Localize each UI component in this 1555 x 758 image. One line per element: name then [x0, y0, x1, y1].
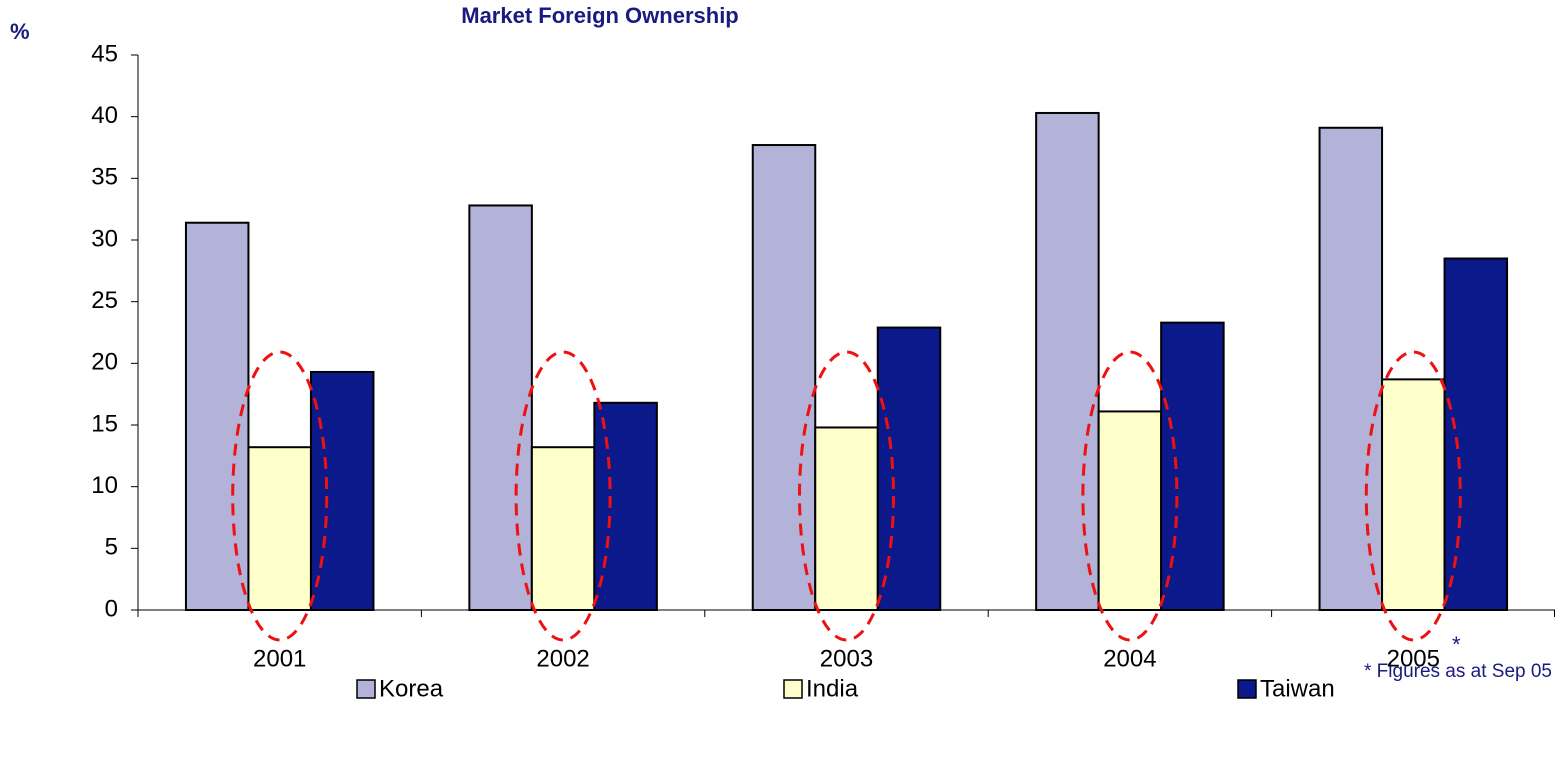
bar [593, 401, 658, 611]
highlight-ellipse [231, 350, 329, 642]
bar [468, 204, 533, 611]
x-tick-label: 2005 [1387, 645, 1440, 672]
y-axis-label: % [10, 19, 30, 44]
legend-swatch [783, 679, 803, 699]
y-tick-label: 5 [105, 534, 118, 561]
bar [1318, 126, 1384, 612]
highlight-ellipse [1364, 350, 1462, 642]
chart-title: Market Foreign Ownership [461, 3, 739, 28]
legend-swatch [1237, 679, 1257, 699]
y-tick-label: 0 [105, 595, 118, 622]
legend-label: Taiwan [1260, 675, 1335, 702]
y-tick-label: 10 [91, 472, 118, 499]
annotation-asterisk: * [1452, 632, 1461, 657]
bar [1381, 378, 1446, 611]
y-tick-label: 40 [91, 102, 118, 129]
y-tick-label: 30 [91, 225, 118, 252]
highlight-ellipse [798, 350, 895, 642]
annotation-note: * Figures as at Sep 05 [1364, 661, 1552, 682]
y-tick-label: 35 [91, 164, 118, 191]
legend-label: India [806, 675, 859, 702]
bar [814, 426, 879, 612]
y-tick-label: 15 [91, 410, 118, 437]
y-tick-label: 20 [91, 349, 118, 376]
y-tick-label: 25 [91, 287, 118, 314]
bar [1097, 410, 1163, 611]
bar [247, 446, 312, 612]
x-tick-label: 2002 [536, 645, 589, 672]
y-tick-label: 45 [91, 40, 118, 67]
bar [1035, 111, 1100, 611]
x-tick-label: 2001 [253, 645, 306, 672]
legend-label: Korea [379, 675, 444, 702]
legend-swatch [356, 679, 376, 699]
highlight-ellipse [514, 350, 612, 642]
highlight-ellipse [1081, 350, 1179, 642]
x-tick-label: 2003 [820, 645, 873, 672]
bar [184, 221, 250, 611]
bar [309, 370, 375, 612]
bar [1443, 257, 1509, 611]
x-tick-label: 2004 [1103, 645, 1156, 672]
bar [530, 446, 596, 612]
bar [751, 144, 817, 612]
